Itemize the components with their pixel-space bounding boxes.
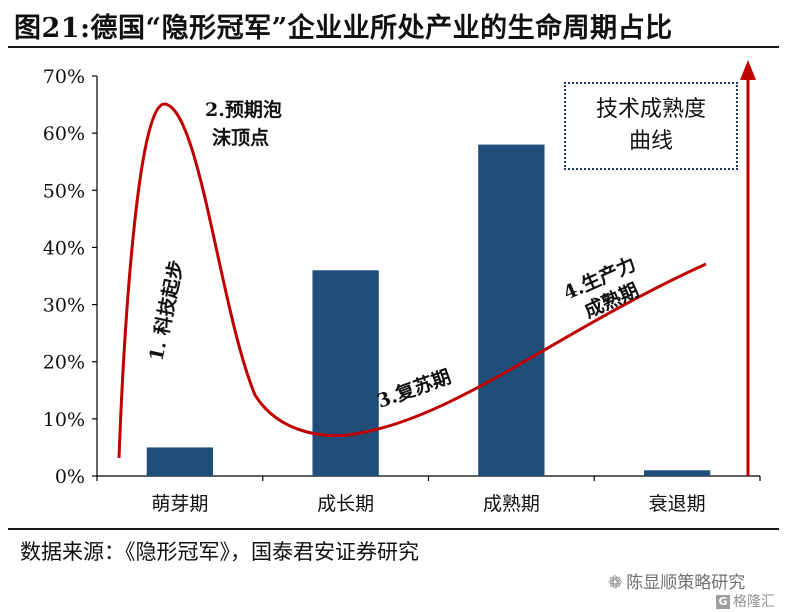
x-tick-label: 成熟期 <box>483 493 540 515</box>
y-tick-label: 30% <box>43 295 85 317</box>
watermark-account: 陈显顺策略研究 <box>626 573 746 593</box>
vertical-arrow <box>740 60 756 476</box>
y-tick-label: 10% <box>43 409 85 431</box>
hype-cycle-callout: 技术成熟度曲线 <box>564 82 738 170</box>
chart-title: 图21:德国“隐形冠军”企业业所处产业的生命周期占比 <box>14 13 673 44</box>
hype-cycle-curve <box>117 102 707 459</box>
bar-2 <box>312 270 379 476</box>
wechat-icon: ❁ <box>608 573 623 593</box>
annotation-peak-line1: 2.预期泡 <box>205 98 282 121</box>
annotation-tech-trigger: 1. 科技起步 <box>144 258 188 363</box>
x-tick-label: 萌芽期 <box>151 493 208 515</box>
y-tick-label: 60% <box>43 123 85 145</box>
y-tick-label: 70% <box>43 66 85 88</box>
callout-text: 技术成熟度曲线 <box>596 97 707 154</box>
logo-text: 格隆汇 <box>733 594 775 610</box>
logo: G 格隆汇 <box>716 591 775 611</box>
y-tick-label: 40% <box>43 237 85 259</box>
bar-4 <box>643 470 711 476</box>
logo-mark: G <box>716 595 730 609</box>
annotation-peak-line2: 沫顶点 <box>212 126 269 149</box>
footer-divider <box>8 528 779 530</box>
y-tick-label: 0% <box>55 466 85 488</box>
watermark: ❁ 陈显顺策略研究 <box>608 568 745 593</box>
bars-group <box>146 144 711 477</box>
y-tick-label: 20% <box>43 352 85 374</box>
x-axis: 萌芽期 成长期 成熟期 衰退期 <box>96 475 761 515</box>
bar-3 <box>478 144 545 477</box>
chart-svg: 0% 10% 20% 30% 40% 50% 60% 70% 萌芽期 成长期 成熟期 衰退期 1. … <box>43 60 761 515</box>
source-note: 数据来源：《隐形冠军》，国泰君安证券研究 <box>20 540 419 564</box>
y-axis: 0% 10% 20% 30% 40% 50% 60% 70% <box>43 66 98 488</box>
x-tick-label: 衰退期 <box>649 493 706 515</box>
x-tick-label: 成长期 <box>317 493 374 515</box>
y-tick-label: 50% <box>43 180 85 202</box>
title-divider <box>8 46 779 48</box>
bar-1 <box>146 447 214 476</box>
